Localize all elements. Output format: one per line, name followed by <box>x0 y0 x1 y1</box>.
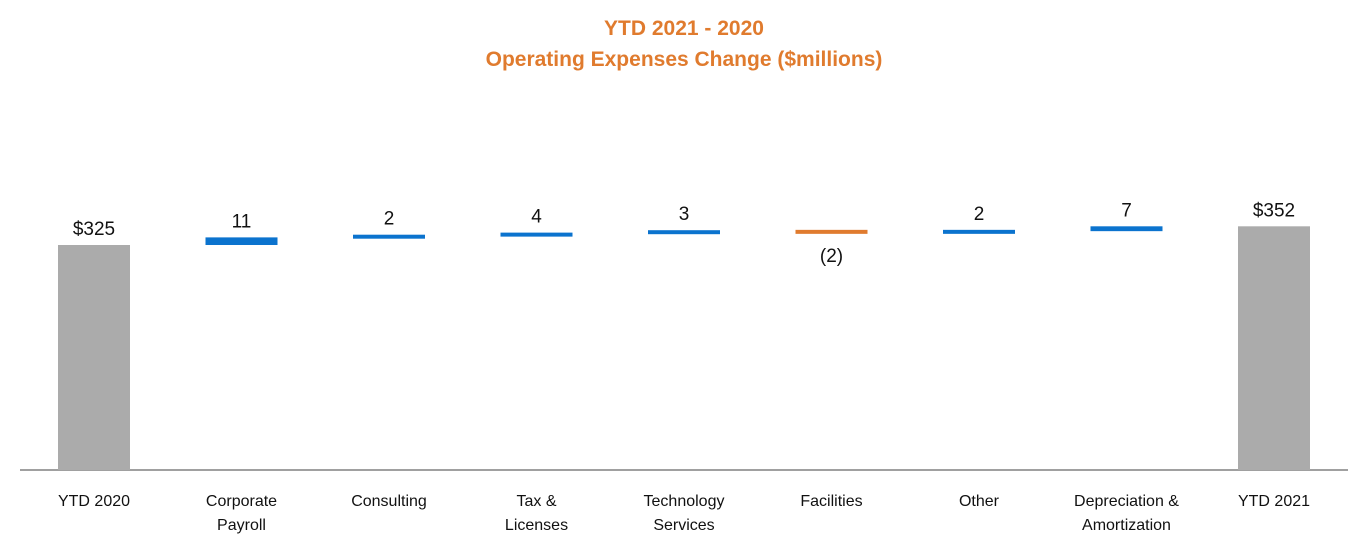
category-label-9: YTD 2021 <box>1238 493 1310 510</box>
chart-subtitle: Operating Expenses Change ($millions) <box>485 48 883 71</box>
bar-4 <box>500 232 573 237</box>
bar-8 <box>1090 226 1163 232</box>
bar-7 <box>943 229 1015 234</box>
data-label-1: $325 <box>73 219 115 240</box>
data-label-5: 3 <box>679 204 690 225</box>
category-label-2-line-2: Payroll <box>217 517 266 534</box>
category-label-2-line-1: Corporate <box>206 493 277 510</box>
category-label-8-line-2: Amortization <box>1082 517 1171 534</box>
data-label-3: 2 <box>384 209 395 230</box>
data-label-7: 2 <box>974 204 985 225</box>
category-label-7: Other <box>959 493 1000 510</box>
bar-6 <box>795 229 868 234</box>
category-label-6: Facilities <box>800 493 862 510</box>
data-label-8: 7 <box>1121 200 1132 221</box>
bar-1 <box>58 245 130 470</box>
category-label-3: Consulting <box>351 493 427 510</box>
category-label-5-line-2: Services <box>653 517 714 534</box>
data-label-6: (2) <box>820 246 843 267</box>
data-label-2: 11 <box>232 211 252 232</box>
chart-title: YTD 2021 - 2020 <box>604 17 764 40</box>
bar-2 <box>205 237 278 246</box>
category-label-5-line-1: Technology <box>644 493 725 510</box>
bar-9 <box>1238 226 1310 470</box>
category-label-1: YTD 2020 <box>58 493 130 510</box>
bar-3 <box>353 234 425 239</box>
category-label-4-line-1: Tax & <box>516 493 556 510</box>
category-label-4-line-2: Licenses <box>505 517 568 534</box>
data-label-9: $352 <box>1253 200 1295 221</box>
bar-5 <box>648 230 720 235</box>
data-label-4: 4 <box>531 207 542 228</box>
category-label-8-line-1: Depreciation & <box>1074 493 1179 510</box>
